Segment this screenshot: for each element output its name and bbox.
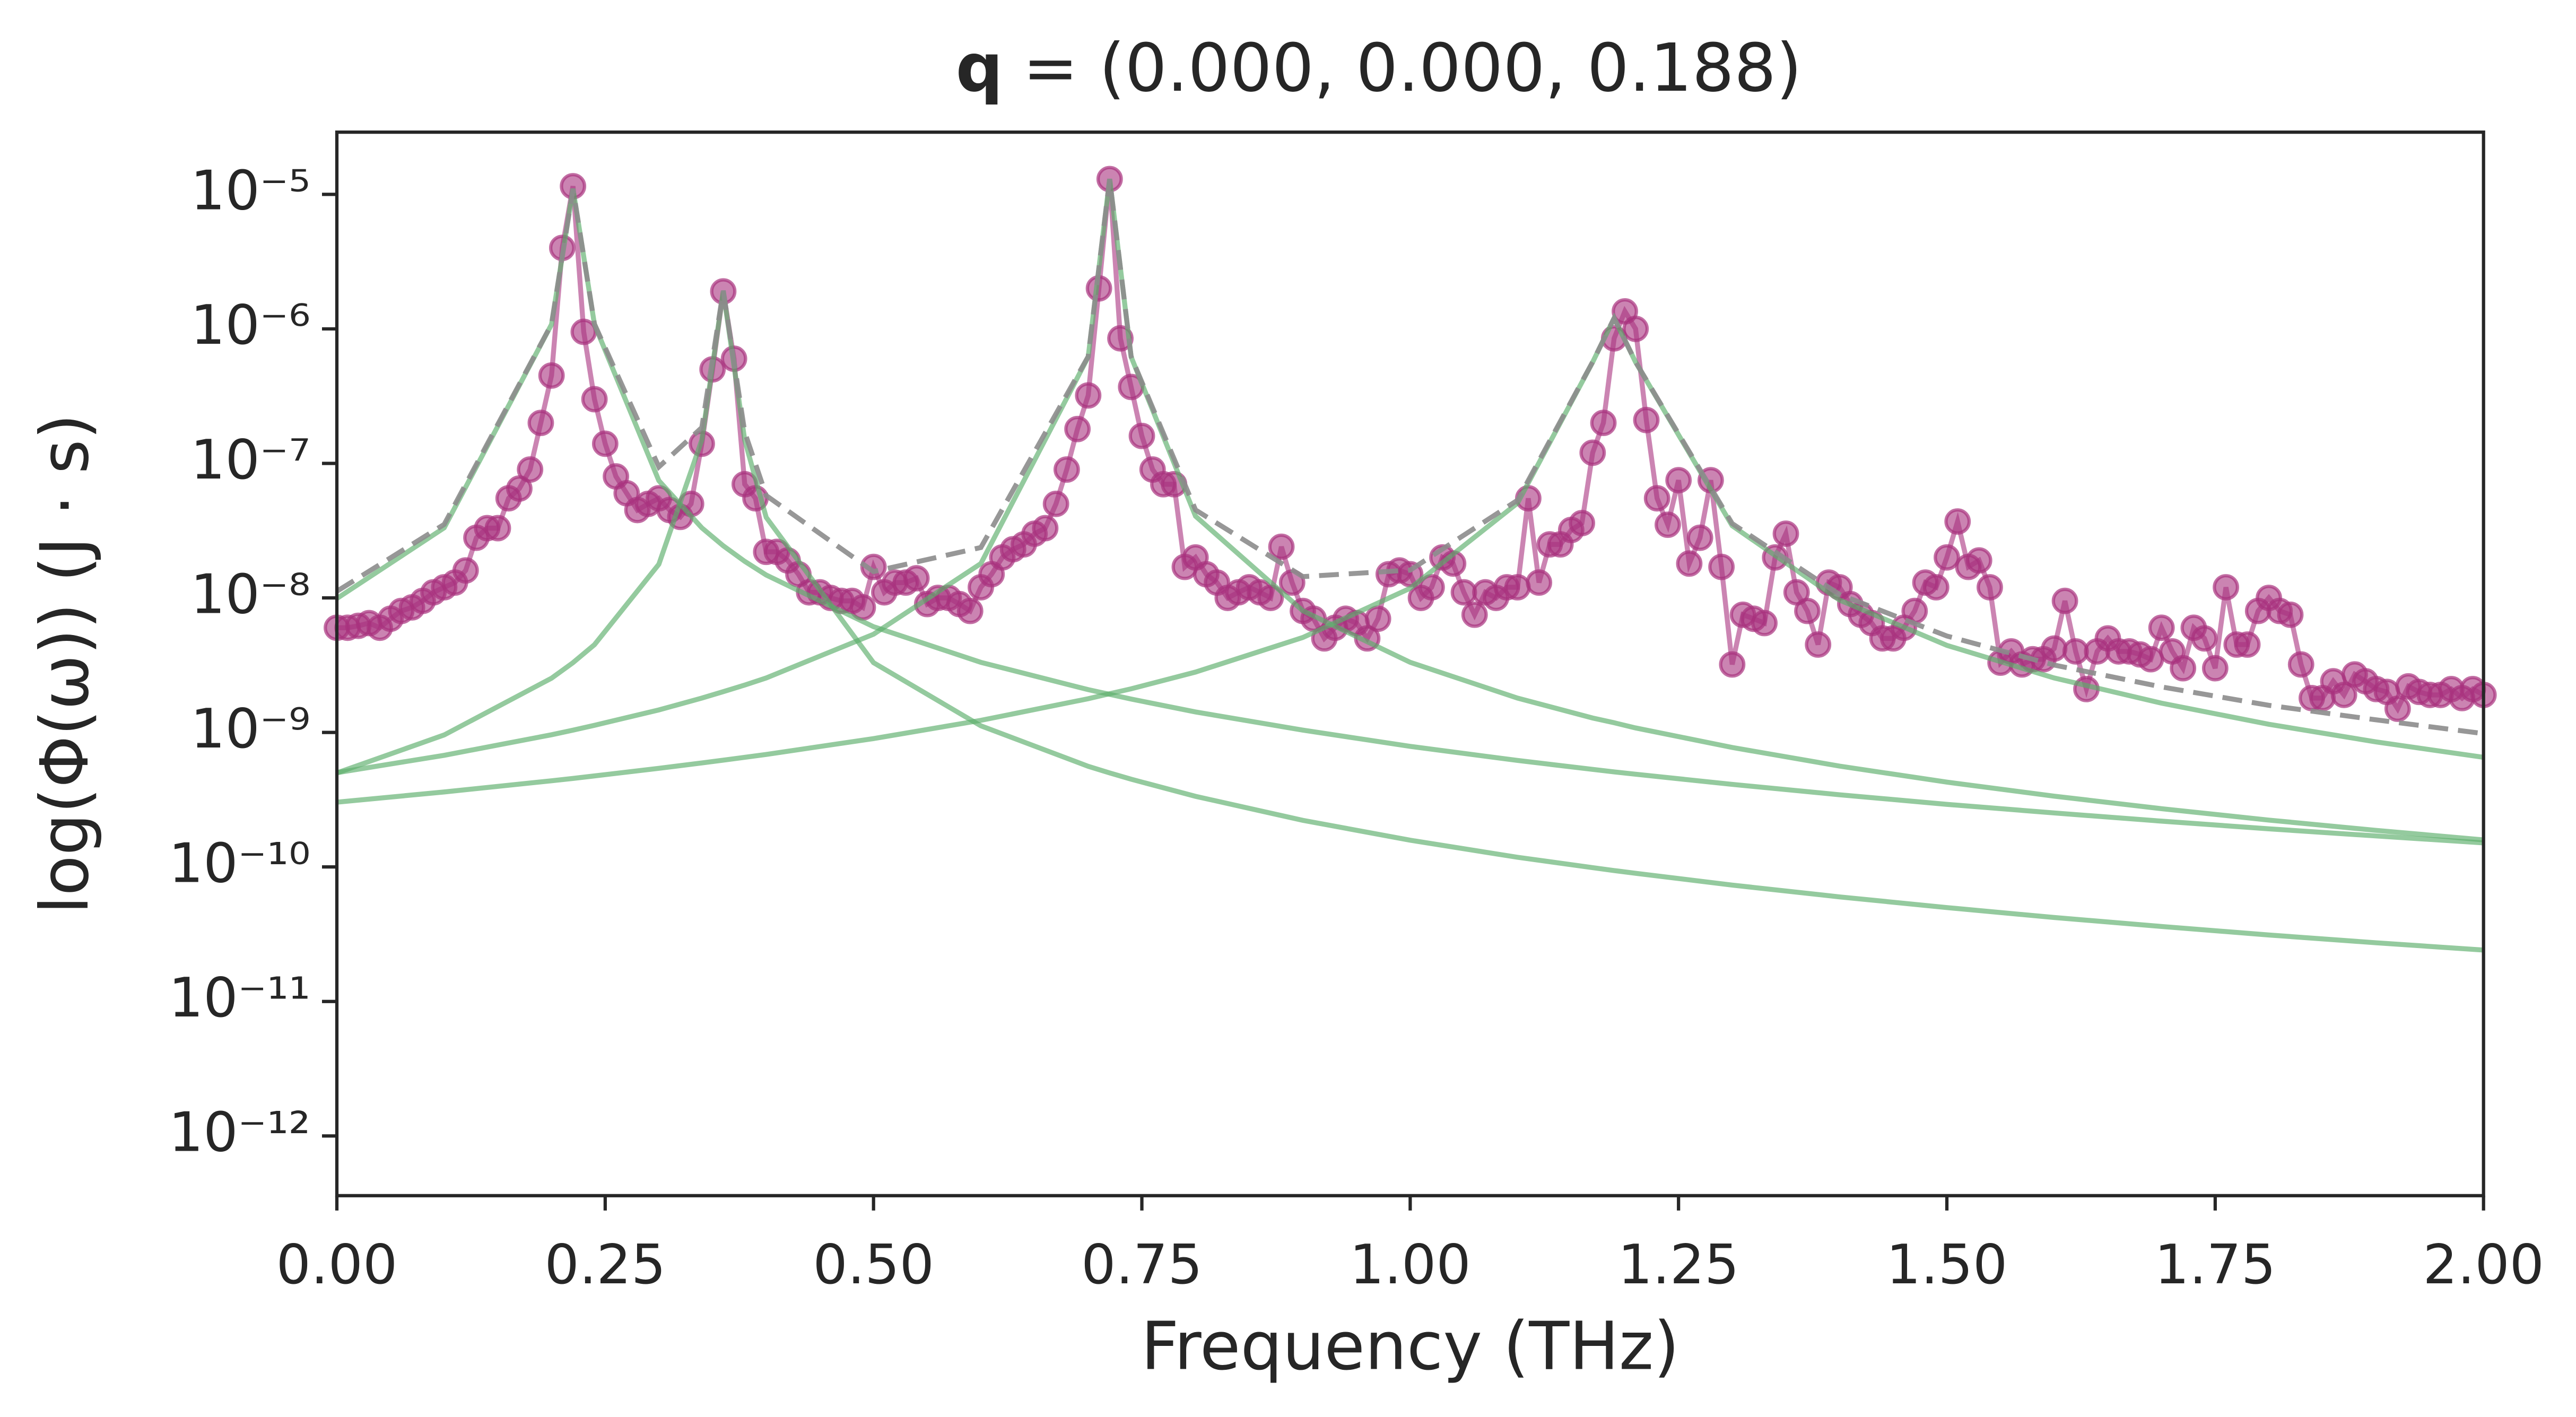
data-point (903, 565, 930, 592)
data-point (1526, 569, 1553, 596)
data-point (2137, 646, 2164, 673)
title-text: = (0.000, 0.000, 0.188) (1023, 30, 1802, 107)
y-tick-label: 10⁻¹⁰ (169, 832, 310, 895)
data-point (2234, 631, 2261, 658)
data-point (484, 515, 511, 542)
data-point (1064, 415, 1091, 442)
data-point (452, 557, 479, 584)
data-point (1944, 508, 1971, 535)
data-point (1708, 553, 1735, 580)
data-point (1053, 456, 1080, 483)
data-point (1977, 574, 2003, 601)
x-tick-label: 2.00 (2423, 1233, 2544, 1297)
data-point (1934, 544, 1960, 571)
y-axis-label: log(Φ(ω)) (J · s) (27, 414, 103, 914)
data-point (2213, 574, 2239, 601)
data-point (1633, 406, 1660, 433)
data-point (1805, 631, 1832, 658)
plot-area (324, 166, 2497, 953)
data-point (1569, 510, 1595, 536)
x-tick-label: 1.50 (1886, 1233, 2008, 1297)
data-point (1450, 579, 1477, 606)
y-tick-label: 10⁻¹¹ (169, 967, 310, 1030)
fit-line (336, 312, 2484, 805)
data-point (1794, 597, 1821, 624)
data-point (860, 553, 887, 580)
data-point (2277, 601, 2304, 628)
data-point (2062, 638, 2089, 665)
x-tick-label: 0.50 (813, 1233, 934, 1297)
data-point (1772, 520, 1799, 547)
data-point (2384, 696, 2411, 722)
title-symbol: q (956, 30, 1003, 107)
y-tick-label: 10⁻⁹ (190, 698, 310, 761)
data-point (1655, 511, 1681, 538)
data-point (1257, 585, 1284, 611)
data-point (2170, 655, 2197, 682)
data-point (1128, 422, 1155, 449)
data-point (1965, 547, 1992, 574)
data-point (1922, 574, 1950, 601)
y-tick-label: 10⁻⁷ (190, 429, 310, 492)
chart-title: q = (0.000, 0.000, 0.188) (956, 30, 1802, 107)
data-point (1590, 410, 1617, 437)
data-point (1676, 550, 1703, 577)
data-point (1504, 574, 1531, 601)
data-point (1665, 467, 1692, 494)
data-point (1032, 515, 1059, 542)
data-point (1268, 533, 1295, 560)
data-point (2191, 625, 2218, 652)
data-point (2148, 614, 2175, 641)
fit-sum-line (335, 178, 2484, 736)
data-point (2041, 635, 2068, 662)
data-point (1042, 490, 1069, 517)
x-tick-label: 0.25 (544, 1233, 666, 1297)
data-point (527, 410, 554, 437)
data-point (581, 386, 608, 413)
data-point (2051, 587, 2078, 614)
data-point (2287, 651, 2314, 678)
x-tick-label: 1.75 (2154, 1233, 2276, 1297)
data-point (1751, 610, 1778, 637)
data-point (1719, 651, 1746, 678)
x-tick-label: 0.75 (1081, 1233, 1203, 1297)
data-point (1622, 316, 1649, 342)
x-tick-label: 1.25 (1618, 1233, 1739, 1297)
data-point (517, 456, 544, 483)
data-point (538, 362, 565, 389)
data-point (1686, 524, 1713, 551)
data-point (1643, 485, 1670, 512)
y-tick-label: 10⁻⁸ (190, 563, 310, 626)
y-tick-label: 10⁻⁶ (190, 294, 310, 357)
data-point (1579, 439, 1606, 466)
y-tick-label: 10⁻⁵ (190, 160, 310, 223)
data-point (2330, 682, 2357, 708)
data-point (2201, 655, 2229, 682)
data-point (1075, 382, 1102, 409)
data-point (591, 430, 619, 457)
data-point (1461, 601, 1488, 628)
data-point (1418, 574, 1445, 601)
data-point (1364, 605, 1391, 632)
y-tick-label: 10⁻¹² (169, 1101, 310, 1164)
fit-line (336, 291, 2484, 953)
data-point (570, 318, 597, 345)
data-point (956, 597, 984, 624)
x-tick-label: 0.00 (276, 1233, 398, 1297)
x-axis-label: Frequency (THz) (1141, 1308, 1679, 1385)
x-tick-label: 1.00 (1350, 1233, 1471, 1297)
fit-line (335, 188, 2484, 846)
